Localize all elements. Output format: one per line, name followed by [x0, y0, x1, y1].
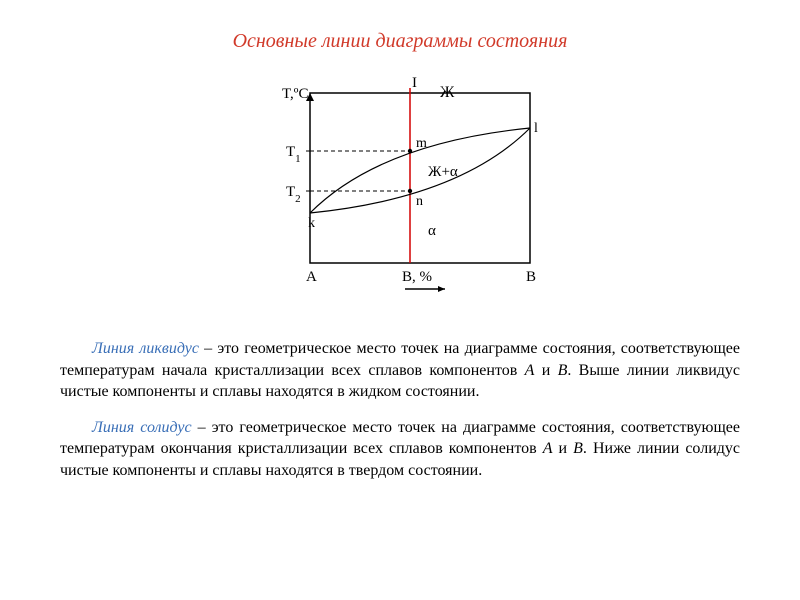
page-title: Основные линии диаграммы состояния [60, 30, 740, 53]
term-liquidus: Линия ликвидус [92, 340, 199, 357]
svg-text:Ж: Ж [440, 84, 455, 101]
svg-text:l: l [534, 121, 538, 136]
svg-text:m: m [416, 136, 427, 151]
p1-B: B [558, 362, 568, 379]
svg-text:B: B [526, 269, 536, 285]
diagram-svg: T,ºC I Жm n k l T1 T2 Ж+α α A B B, % [250, 73, 550, 303]
paragraph-solidus: Линия солидус – это геометрическое место… [60, 417, 740, 482]
p2-B: B [573, 440, 583, 457]
svg-text:I: I [412, 75, 417, 91]
phase-diagram: T,ºC I Жm n k l T1 T2 Ж+α α A B B, % [60, 73, 740, 308]
term-solidus: Линия солидус [92, 419, 192, 436]
svg-text:Ж+α: Ж+α [428, 164, 458, 180]
svg-text:B, %: B, % [402, 269, 432, 285]
p2-A: A [543, 440, 553, 457]
paragraph-liquidus: Линия ликвидус – это геометрическое мест… [60, 338, 740, 403]
svg-text:k: k [308, 216, 315, 231]
title-text: Основные линии диаграммы состояния [233, 30, 568, 52]
svg-text:A: A [306, 269, 317, 285]
p1-A: A [525, 362, 535, 379]
svg-text:T1: T1 [286, 144, 301, 165]
svg-text:T,ºC: T,ºC [282, 86, 308, 102]
svg-text:α: α [428, 223, 436, 239]
svg-text:n: n [416, 194, 423, 209]
svg-text:T2: T2 [286, 184, 301, 205]
p2-and: и [553, 440, 574, 457]
p1-and: и [534, 362, 557, 379]
